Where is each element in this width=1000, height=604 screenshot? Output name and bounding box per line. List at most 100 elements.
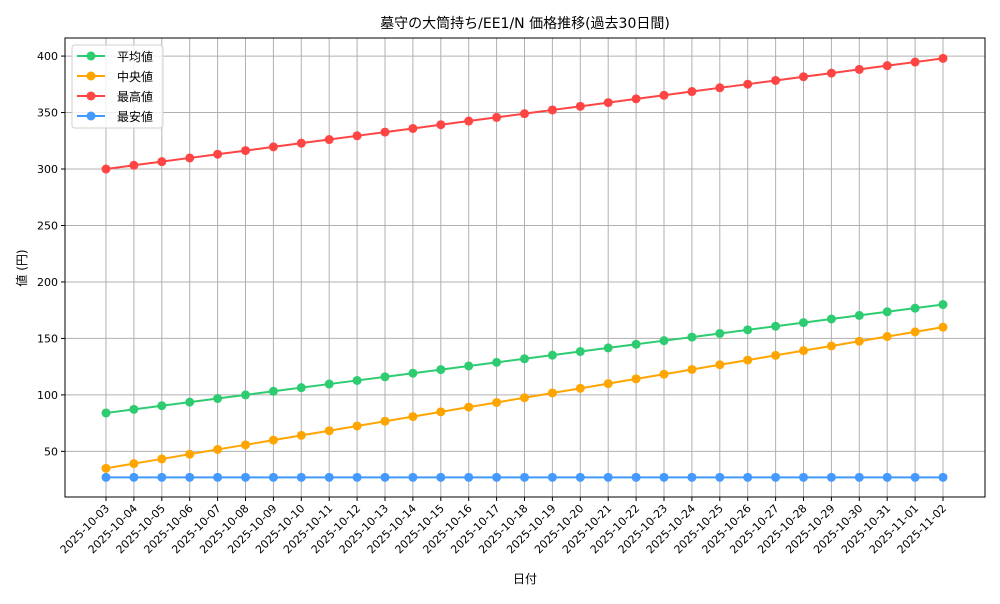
- data-point: [687, 364, 697, 374]
- series-最高値: [101, 53, 948, 174]
- data-point: [129, 459, 139, 469]
- y-tick-label: 250: [37, 219, 58, 232]
- data-point: [743, 355, 753, 365]
- data-point: [547, 105, 557, 115]
- data-point: [324, 426, 334, 436]
- data-point: [213, 444, 223, 454]
- data-point: [575, 472, 585, 482]
- data-point: [743, 325, 753, 335]
- data-point: [352, 421, 362, 431]
- data-point: [575, 347, 585, 357]
- data-point: [296, 430, 306, 440]
- data-point: [101, 472, 111, 482]
- data-point: [213, 149, 223, 159]
- data-point: [520, 472, 529, 482]
- series-中央値: [101, 322, 948, 473]
- data-point: [715, 328, 725, 338]
- data-point: [743, 79, 753, 89]
- data-point: [436, 120, 446, 130]
- data-point: [492, 472, 502, 482]
- legend-label: 平均値: [117, 49, 153, 64]
- data-point: [241, 472, 250, 482]
- data-point: [324, 379, 334, 389]
- data-point: [631, 472, 641, 482]
- data-point: [408, 123, 418, 133]
- y-tick-label: 200: [37, 276, 58, 289]
- data-point: [687, 87, 697, 97]
- data-point: [743, 472, 753, 482]
- data-point: [268, 386, 278, 396]
- data-point: [464, 472, 474, 482]
- data-point: [799, 472, 808, 482]
- series-最安値: [101, 472, 948, 482]
- data-point: [268, 435, 278, 445]
- data-point: [826, 68, 836, 78]
- x-axis-label: 日付: [513, 572, 537, 586]
- data-point: [715, 83, 725, 93]
- data-point: [492, 397, 502, 407]
- data-point: [129, 404, 139, 414]
- data-point: [826, 314, 836, 324]
- data-point: [157, 157, 167, 167]
- data-point: [854, 472, 864, 482]
- data-point: [101, 164, 111, 174]
- data-point: [659, 336, 669, 346]
- data-point: [547, 350, 557, 360]
- legend-marker: [86, 91, 96, 101]
- data-point: [296, 383, 306, 393]
- data-point: [826, 472, 836, 482]
- y-tick-label: 300: [37, 163, 58, 176]
- data-point: [464, 116, 474, 126]
- data-point: [882, 61, 892, 71]
- legend-marker: [86, 51, 96, 61]
- data-point: [352, 375, 362, 385]
- legend-label: 最安値: [117, 109, 153, 124]
- data-point: [129, 472, 139, 482]
- data-point: [938, 300, 948, 310]
- data-point: [910, 327, 920, 337]
- y-axis-label: 値 (円): [14, 249, 29, 286]
- data-point: [268, 472, 278, 482]
- data-point: [882, 307, 892, 317]
- data-point: [631, 374, 641, 384]
- y-tick-label: 100: [37, 389, 58, 402]
- data-point: [436, 472, 446, 482]
- data-point: [603, 98, 613, 108]
- data-point: [464, 402, 474, 412]
- data-point: [408, 368, 418, 378]
- data-point: [575, 383, 585, 393]
- data-point: [882, 472, 892, 482]
- data-point: [185, 397, 195, 407]
- data-point: [380, 372, 390, 382]
- data-point: [185, 449, 195, 459]
- data-point: [408, 472, 418, 482]
- data-point: [520, 109, 529, 119]
- data-point: [185, 153, 195, 163]
- data-point: [520, 393, 529, 403]
- data-point: [603, 379, 613, 389]
- data-point: [408, 412, 418, 422]
- data-point: [436, 365, 446, 375]
- data-point: [296, 138, 306, 148]
- data-point: [575, 101, 585, 111]
- data-point: [687, 472, 697, 482]
- data-point: [715, 472, 725, 482]
- data-point: [771, 321, 781, 331]
- data-point: [882, 332, 892, 342]
- data-point: [938, 322, 948, 332]
- data-point: [659, 369, 669, 379]
- chart-title: 墓守の大筒持ち/EE1/N 価格推移(過去30日間): [380, 15, 670, 32]
- data-point: [241, 440, 250, 450]
- data-point: [101, 463, 111, 473]
- data-point: [352, 131, 362, 141]
- data-point: [157, 401, 167, 411]
- legend-box: [71, 44, 164, 129]
- data-point: [324, 135, 334, 145]
- data-point: [268, 142, 278, 152]
- data-point: [520, 354, 529, 364]
- data-point: [910, 303, 920, 313]
- data-point: [854, 336, 864, 346]
- data-point: [101, 408, 111, 418]
